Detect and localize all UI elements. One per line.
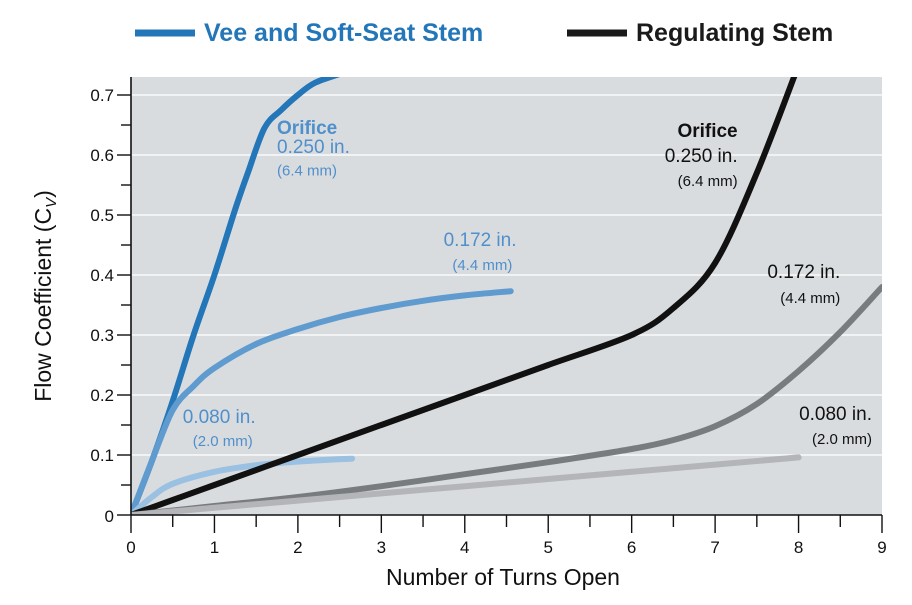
annotation-label: (6.4 mm) [277,162,337,179]
y-tick-label: 0 [105,507,114,526]
x-tick-label: 8 [794,538,803,557]
tick-labels: 0 1 2 3 4 5 6 7 8 9 0 0.1 0.2 0.3 0.4 0.5 0.6 0.7 [90,86,886,557]
y-tick-label: 0.7 [90,86,114,105]
series-line-vee-2 [131,455,356,515]
y-tick-label: 0.5 [90,206,114,225]
legend: Vee and Soft-Seat Stem Regulating Stem [135,19,833,47]
annotation-label: Orifice [677,121,737,142]
x-tick-label: 1 [210,538,219,557]
annotation-label: 0.172 in. [767,262,840,283]
y-tick-label: 0.2 [90,386,114,405]
x-axis-title: Number of Turns Open [386,564,620,590]
y-tick-label: 0.1 [90,446,114,465]
annotation-label: 0.172 in. [444,230,517,251]
series-lines [131,77,882,515]
y-axis-title-subscript: V [43,196,60,208]
x-tick-label: 2 [293,538,302,557]
y-tick-label: 0.3 [90,326,114,345]
annotation-label: (4.4 mm) [452,257,512,274]
y-axis-title-close: ) [30,190,56,198]
annotation-label: 0.080 in. [183,407,256,428]
annotation-label: (6.4 mm) [678,173,738,190]
series-line-vee-1 [131,288,514,515]
legend-item-regulating: Regulating Stem [567,19,833,47]
annotation-label: 0.080 in. [799,404,872,425]
x-tick-label: 7 [710,538,719,557]
x-tick-label: 3 [377,538,386,557]
x-tick-label: 4 [460,538,469,557]
annotation-label: 0.250 in. [277,137,350,158]
y-axis-title: Flow Coefficient (CV) [30,190,60,402]
x-tick-label: 0 [126,538,135,557]
y-tick-label: 0.4 [90,266,114,285]
legend-item-vee: Vee and Soft-Seat Stem [135,19,483,47]
axes [117,77,883,533]
series-line-regulating-4 [131,284,882,515]
series-line-regulating-3 [131,77,798,515]
x-tick-label: 5 [543,538,552,557]
legend-label-vee: Vee and Soft-Seat Stem [204,19,483,47]
x-tick-label: 9 [877,538,886,557]
annotation-label: (2.0 mm) [812,431,872,448]
y-tick-label: 0.6 [90,146,114,165]
annotation-label: 0.250 in. [665,146,738,167]
legend-label-regulating: Regulating Stem [636,19,833,47]
series-line-vee-0 [131,77,341,515]
annotation-label: (4.4 mm) [780,290,840,307]
x-tick-label: 6 [627,538,636,557]
annotation-label: (2.0 mm) [193,433,253,450]
y-axis-title-main: Flow Coefficient (C [30,208,56,402]
series-line-regulating-5 [131,454,802,515]
annotation-label: Orifice [277,118,337,139]
